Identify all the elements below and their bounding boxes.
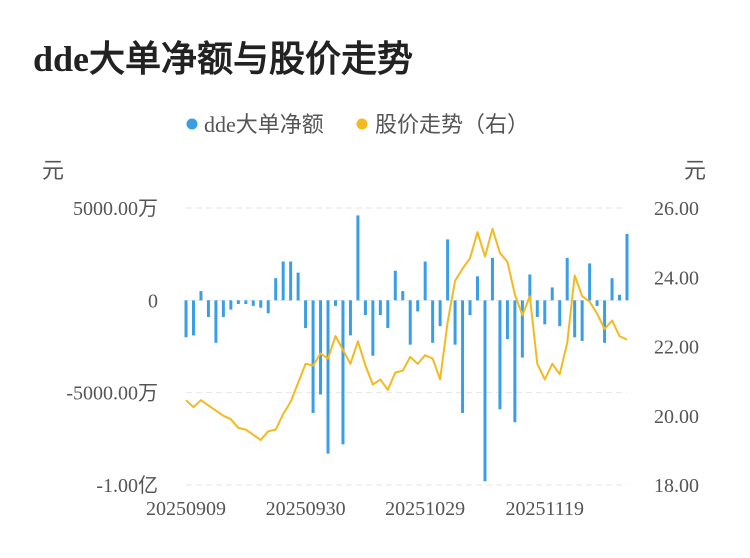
left-tick-label: -1.00亿 — [96, 474, 158, 497]
x-tick-label: 20251029 — [385, 498, 465, 520]
bar — [356, 215, 360, 301]
bar — [348, 300, 352, 336]
bar — [319, 300, 323, 395]
x-tick-label: 20250909 — [146, 498, 226, 520]
bar — [438, 300, 442, 327]
bar — [311, 300, 315, 413]
bar — [446, 239, 450, 301]
chart-title: dde大单净额与股价走势 — [33, 39, 414, 79]
legend-label-price: 股价走势（右） — [375, 112, 529, 137]
bar — [618, 294, 622, 301]
bar — [333, 300, 337, 306]
grid-lines — [186, 207, 627, 486]
bar — [341, 300, 345, 445]
bar — [565, 257, 569, 301]
bar — [229, 300, 233, 310]
bar — [386, 300, 390, 329]
bar — [528, 274, 532, 301]
bar — [461, 300, 465, 413]
right-tick-label: 20.00 — [654, 406, 699, 428]
bar — [610, 278, 614, 301]
bar — [513, 300, 517, 423]
bar — [393, 270, 397, 301]
left-tick-label: 5000.00万 — [73, 198, 158, 220]
bar — [468, 300, 472, 316]
left-tick-label: -5000.00万 — [66, 383, 158, 405]
bar — [236, 300, 240, 305]
x-tick-label: 20250930 — [266, 498, 346, 520]
price-line — [185, 227, 628, 441]
bar — [363, 300, 367, 316]
bar — [214, 300, 218, 343]
bar — [371, 300, 375, 356]
bar — [266, 300, 270, 314]
bar — [304, 300, 308, 329]
right-axis-unit: 元 — [684, 158, 706, 183]
bar — [184, 300, 188, 338]
bar — [416, 300, 420, 312]
bar — [595, 300, 599, 306]
line-series — [185, 227, 628, 441]
right-tick-label: 22.00 — [654, 337, 699, 359]
left-tick-label: 0 — [148, 290, 158, 312]
x-tick-label: 20251119 — [506, 498, 585, 520]
bar — [401, 291, 405, 301]
left-axis-unit: 元 — [42, 158, 64, 183]
bar — [535, 300, 539, 317]
bar-series — [184, 215, 629, 482]
bar — [498, 300, 502, 410]
legend-marker-price — [356, 118, 368, 130]
bar — [221, 300, 225, 317]
bar — [296, 272, 300, 301]
bar — [289, 261, 293, 301]
right-tick-label: 24.00 — [654, 267, 699, 289]
bar — [326, 300, 330, 454]
axis-labels: 5000.00万 0 -5000.00万 -1.00亿 26.00 24.00 22.00 2… — [66, 198, 699, 520]
bar — [274, 278, 278, 301]
bar — [191, 300, 195, 336]
bar — [244, 300, 248, 305]
bar — [199, 291, 203, 301]
bar — [543, 300, 547, 325]
right-tick-label: 26.00 — [654, 198, 699, 220]
bar — [550, 287, 554, 301]
bar — [259, 300, 263, 308]
bar — [483, 300, 487, 482]
bar — [625, 233, 629, 301]
bar — [490, 257, 494, 301]
bar — [206, 300, 210, 317]
legend-marker-dde — [186, 118, 198, 130]
bar — [558, 300, 562, 327]
bar — [580, 300, 584, 341]
bar — [476, 276, 480, 301]
bar — [603, 300, 607, 343]
legend[interactable]: dde大单净额 股价走势（右） — [186, 112, 530, 137]
bar — [251, 300, 255, 306]
bar — [453, 300, 457, 345]
bar — [378, 300, 382, 316]
bar — [431, 300, 435, 343]
legend-label-dde: dde大单净额 — [204, 112, 324, 137]
bar — [281, 261, 285, 301]
right-tick-label: 18.00 — [654, 475, 699, 497]
bar — [423, 261, 427, 301]
bar — [505, 300, 509, 340]
bar — [520, 300, 524, 358]
bar — [408, 300, 412, 345]
bar — [588, 263, 592, 301]
bar — [573, 300, 577, 338]
